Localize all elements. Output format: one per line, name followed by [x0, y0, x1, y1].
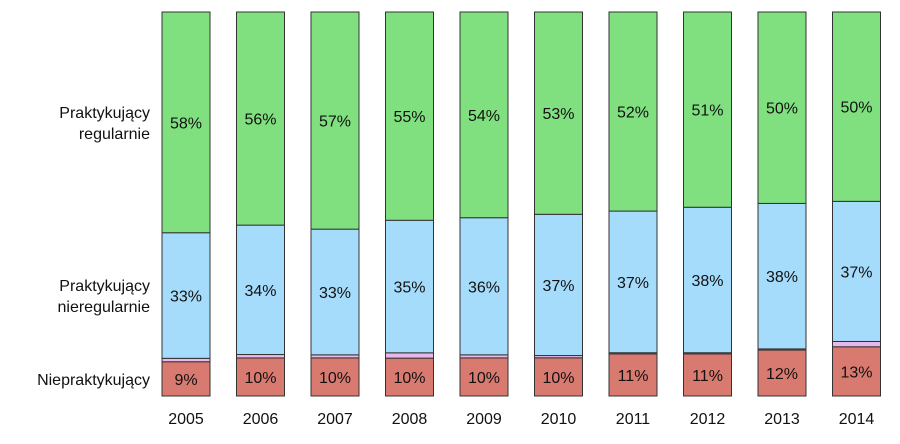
bar-segment-praktykujacy-regularnie-2005 [161, 11, 211, 234]
bar-segment-praktykujacy-regularnie-2009 [459, 11, 509, 219]
data-label-praktykujacy-nieregularnie-2006: 34% [244, 283, 276, 300]
x-tick-label-2014: 2014 [839, 411, 875, 428]
legend-label-praktykujacy-regularnie-line-1: Praktykujący [59, 105, 150, 122]
x-tick-label-2005: 2005 [168, 411, 204, 428]
x-tick-label-2012: 2012 [690, 411, 726, 428]
bar-segment-unlabeled-thin-segment-2006 [236, 354, 285, 359]
data-label-praktykujacy-nieregularnie-2010: 37% [542, 278, 574, 295]
bar-segment-praktykujacy-nieregularnie-2010 [534, 213, 583, 357]
data-label-praktykujacy-regularnie-2011: 52% [617, 105, 649, 122]
bar-segment-niepraktykujacy-2005 [161, 361, 211, 397]
bar-segment-praktykujacy-nieregularnie-2013 [757, 202, 807, 350]
bar-segment-praktykujacy-regularnie-2008 [385, 11, 434, 221]
bar-segment-praktykujacy-regularnie-2006 [236, 11, 285, 226]
x-tick-label-2011: 2011 [616, 411, 651, 428]
data-label-niepraktykujacy-2013: 12% [766, 366, 798, 383]
bar-segment-niepraktykujacy-2007 [310, 357, 360, 397]
bar-segment-praktykujacy-regularnie-2013 [757, 11, 807, 204]
data-label-praktykujacy-nieregularnie-2008: 35% [393, 280, 425, 297]
bar-segment-praktykujacy-regularnie-2012 [683, 11, 732, 208]
data-label-praktykujacy-nieregularnie-2013: 38% [766, 269, 798, 286]
bar-segment-niepraktykujacy-2006 [236, 357, 285, 397]
bar-segment-praktykujacy-nieregularnie-2011 [608, 210, 658, 354]
x-tick-label-2013: 2013 [764, 411, 800, 428]
bar-segment-praktykujacy-regularnie-2007 [310, 11, 360, 230]
x-tick-label-2009: 2009 [466, 411, 502, 428]
data-label-niepraktykujacy-2006: 10% [244, 370, 276, 387]
bar-segment-niepraktykujacy-2013 [757, 349, 807, 397]
bar-segment-unlabeled-thin-segment-2005 [161, 357, 211, 363]
data-label-praktykujacy-nieregularnie-2012: 38% [691, 273, 723, 290]
data-label-praktykujacy-nieregularnie-2014: 37% [840, 264, 872, 281]
data-label-niepraktykujacy-2012: 11% [692, 368, 723, 385]
data-label-praktykujacy-regularnie-2005: 58% [170, 115, 202, 132]
x-tick-label-2006: 2006 [243, 411, 279, 428]
data-label-praktykujacy-nieregularnie-2007: 33% [319, 285, 351, 302]
data-label-praktykujacy-nieregularnie-2009: 36% [468, 279, 500, 296]
data-label-niepraktykujacy-2007: 10% [319, 370, 351, 387]
x-tick-label-2007: 2007 [317, 411, 353, 428]
bar-segment-praktykujacy-nieregularnie-2009 [459, 217, 509, 356]
x-tick-label-2008: 2008 [392, 411, 428, 428]
data-label-praktykujacy-nieregularnie-2005: 33% [170, 289, 202, 306]
legend-label-praktykujacy-regularnie-line-2: regularnie [79, 126, 150, 143]
data-label-praktykujacy-regularnie-2013: 50% [766, 101, 798, 118]
data-label-niepraktykujacy-2011: 11% [618, 368, 649, 385]
bar-segment-unlabeled-thin-segment-2008 [385, 352, 434, 359]
bar-segment-praktykujacy-nieregularnie-2007 [310, 228, 360, 356]
bar-segment-praktykujacy-regularnie-2010 [534, 11, 583, 215]
data-label-niepraktykujacy-2010: 10% [542, 370, 574, 387]
x-axis-tick-labels: 2005 2006 2007 2008 2009 2010 2011 2012 2013 2014 [168, 411, 874, 428]
data-label-praktykujacy-regularnie-2006: 56% [244, 112, 276, 129]
data-label-praktykujacy-regularnie-2014: 50% [840, 100, 872, 117]
data-label-praktykujacy-regularnie-2010: 53% [542, 106, 574, 123]
legend: Praktykujący regularnie Praktykujący niereg… [37, 105, 150, 389]
data-label-niepraktykujacy-2009: 10% [468, 370, 500, 387]
bar-segment-praktykujacy-nieregularnie-2006 [236, 224, 285, 356]
legend-label-niepraktykujacy-line-1: Niepraktykujący [37, 372, 150, 389]
data-label-praktykujacy-regularnie-2012: 51% [691, 103, 723, 120]
bar-segment-praktykujacy-nieregularnie-2012 [683, 206, 732, 354]
data-label-niepraktykujacy-2008: 10% [393, 370, 425, 387]
bar-segment-praktykujacy-nieregularnie-2008 [385, 219, 434, 354]
bar-segment-niepraktykujacy-2010 [534, 357, 583, 397]
segment-labels: 9% 33% 58% 10% 34% 56% 10% 33% 57% 10% 35% 55% 10% 36… [170, 100, 873, 389]
data-label-niepraktykujacy-2014: 13% [840, 364, 872, 381]
bar-segment-niepraktykujacy-2014 [832, 346, 881, 397]
data-label-niepraktykujacy-2005: 9% [174, 372, 197, 389]
bar-segment-niepraktykujacy-2011 [608, 353, 658, 397]
bar-segment-praktykujacy-regularnie-2011 [608, 11, 658, 212]
x-tick-label-2010: 2010 [541, 411, 577, 428]
legend-label-praktykujacy-nieregularnie-line-1: Praktykujący [59, 278, 150, 295]
bar-segment-praktykujacy-nieregularnie-2014 [832, 200, 881, 342]
data-label-praktykujacy-nieregularnie-2011: 37% [617, 275, 649, 292]
bar-segment-praktykujacy-regularnie-2014 [832, 11, 881, 202]
bar-segment-unlabeled-thin-segment-2014 [832, 340, 881, 348]
bars [161, 11, 881, 397]
data-label-praktykujacy-regularnie-2009: 54% [468, 108, 500, 125]
bar-segment-praktykujacy-nieregularnie-2005 [161, 232, 211, 359]
data-label-praktykujacy-regularnie-2007: 57% [319, 114, 351, 131]
legend-label-praktykujacy-nieregularnie-line-2: nieregularnie [57, 299, 150, 316]
data-label-praktykujacy-regularnie-2008: 55% [393, 109, 425, 126]
